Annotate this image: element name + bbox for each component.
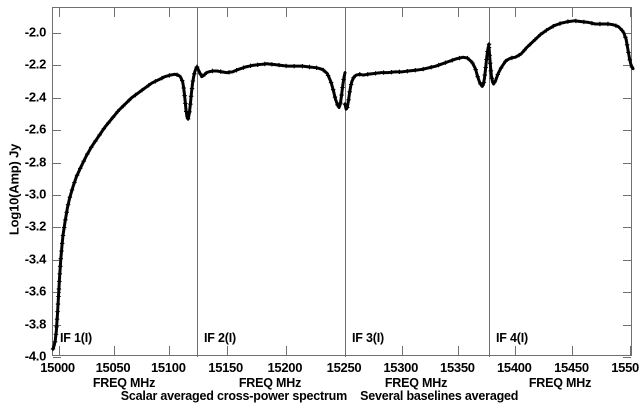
y-tick-mark — [623, 32, 631, 34]
y-tick-mark — [623, 324, 631, 326]
x-tick-label: 15300 — [383, 360, 419, 375]
panel-divider — [489, 8, 490, 357]
x-tick-mark — [226, 346, 228, 355]
y-tick-mark — [53, 162, 61, 164]
y-tick-mark — [623, 357, 631, 358]
x-tick-mark — [169, 346, 171, 355]
x-tick-mark — [401, 346, 403, 355]
x-tick-label: 15250 — [326, 360, 362, 375]
figure-caption: Scalar averaged cross-power spectrum Sev… — [120, 389, 519, 403]
y-tick-mark — [53, 194, 61, 196]
panel-divider — [345, 8, 346, 357]
x-axis-title: FREQ MHz — [384, 376, 448, 390]
panel-divider — [197, 8, 198, 357]
x-tick-label: 15150 — [208, 360, 243, 375]
plot-frame — [50, 7, 635, 358]
x-axis-title: FREQ MHz — [238, 376, 302, 390]
y-tick-label: -2.8 — [24, 154, 47, 170]
y-tick-mark — [53, 97, 61, 99]
spectrum-trace — [50, 18, 635, 352]
y-tick-label: -2.0 — [24, 24, 47, 40]
y-tick-mark — [623, 130, 631, 132]
if-band-label: IF 1(I) — [60, 330, 92, 345]
x-tick-mark — [515, 8, 517, 17]
y-tick-label: -2.4 — [24, 89, 47, 105]
y-tick-mark — [53, 130, 61, 132]
y-tick-mark — [53, 227, 61, 229]
y-tick-mark — [53, 65, 61, 67]
x-tick-mark — [458, 346, 460, 355]
y-tick-mark — [53, 32, 61, 34]
x-tick-mark — [169, 8, 171, 17]
y-tick-label: -3.6 — [24, 283, 47, 299]
x-axis-title: FREQ MHz — [528, 376, 592, 390]
y-tick-mark — [53, 357, 61, 358]
trace-2 — [194, 61, 347, 109]
y-tick-mark — [623, 227, 631, 229]
x-tick-mark — [572, 8, 574, 17]
y-tick-mark — [623, 65, 631, 67]
x-tick-label: 15100 — [150, 360, 186, 375]
x-tick-mark — [113, 346, 115, 355]
x-tick-label: 15500 — [611, 360, 639, 375]
x-tick-label: 15000 — [40, 360, 75, 375]
x-tick-mark — [113, 8, 115, 17]
trace-1 — [50, 64, 200, 352]
y-tick-label: -2.6 — [24, 121, 47, 137]
x-tick-label: 15350 — [440, 360, 475, 375]
y-tick-mark — [623, 194, 631, 196]
y-tick-mark — [623, 162, 631, 164]
if-band-label: IF 4(I) — [496, 330, 528, 345]
x-tick-label: 15050 — [95, 360, 131, 375]
x-tick-mark — [629, 346, 631, 355]
y-tick-label: -2.2 — [24, 56, 47, 72]
if-band-label: IF 2(I) — [204, 330, 236, 345]
y-axis-tick-labels: -2.0 -2.2 -2.4 -2.6 -2.8 -3.0 -3.2 -3.4 -3.6 -3.8… — [0, 0, 52, 405]
x-tick-mark — [58, 8, 60, 17]
y-tick-label: -3.2 — [24, 218, 47, 234]
y-tick-label: -3.4 — [24, 251, 47, 267]
x-axis-title: FREQ MHz — [92, 376, 156, 390]
x-tick-mark — [572, 346, 574, 355]
y-tick-mark — [623, 259, 631, 261]
x-tick-mark — [226, 8, 228, 17]
y-tick-mark — [53, 259, 61, 261]
x-tick-mark — [285, 346, 287, 355]
trace-3 — [342, 42, 492, 111]
trace-4 — [486, 18, 635, 86]
x-tick-mark — [58, 346, 60, 355]
x-tick-mark — [285, 8, 287, 17]
y-tick-mark — [623, 97, 631, 99]
y-tick-mark — [53, 292, 61, 294]
x-tick-mark — [629, 8, 631, 17]
y-tick-mark — [623, 292, 631, 294]
x-tick-label: 15200 — [267, 360, 303, 375]
if-band-label: IF 3(I) — [352, 330, 384, 345]
x-tick-label: 15450 — [554, 360, 589, 375]
x-tick-mark — [515, 346, 517, 355]
x-tick-label: 15400 — [496, 360, 532, 375]
y-tick-label: -3.8 — [24, 316, 47, 332]
y-tick-label: -3.0 — [24, 186, 47, 202]
x-tick-mark — [401, 8, 403, 17]
x-tick-mark — [458, 8, 460, 17]
y-tick-label: -4.0 — [24, 348, 47, 364]
